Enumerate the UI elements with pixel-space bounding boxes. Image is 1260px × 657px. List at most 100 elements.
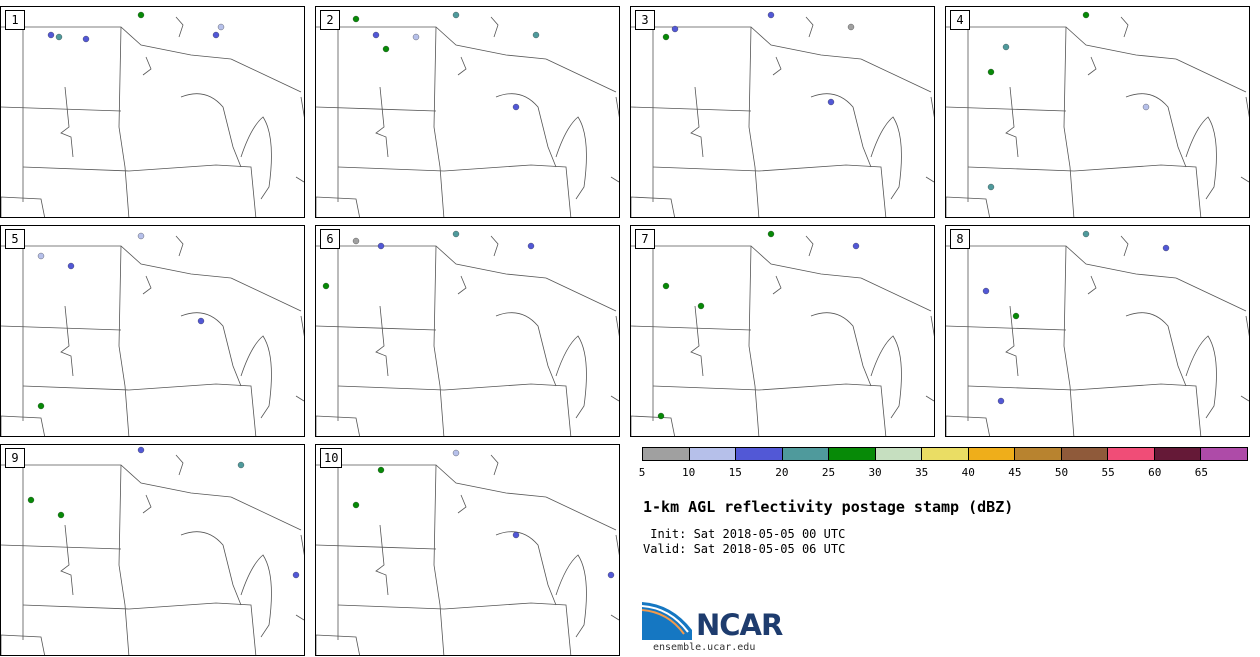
boundary-line [860, 277, 932, 312]
boundary-line [930, 96, 934, 118]
boundary-line [748, 26, 760, 217]
reflectivity-echo [767, 230, 775, 238]
colorbar-tick-label: 15 [728, 466, 742, 479]
reflectivity-echo [767, 11, 775, 19]
reflectivity-echo [997, 397, 1005, 405]
boundary-line [1120, 235, 1129, 257]
boundary-line [433, 26, 445, 217]
boundary-line [490, 16, 499, 38]
boundary-line [443, 383, 572, 436]
reflectivity-echo [217, 23, 225, 31]
boundary-line [316, 26, 547, 60]
reflectivity-echo [662, 33, 670, 41]
boundary-line [946, 106, 1067, 112]
member-number-label: 2 [320, 10, 340, 30]
colorbar-segment [736, 448, 783, 460]
boundary-line [316, 415, 361, 436]
member-panel-8: 8 [945, 225, 1250, 437]
boundary-line [375, 524, 389, 596]
colorbar-tick-label: 45 [1008, 466, 1022, 479]
boundary-line [22, 604, 130, 610]
boundary-line [1005, 305, 1019, 377]
reflectivity-echo [847, 23, 855, 31]
reflectivity-echo [37, 252, 45, 260]
reflectivity-echo [452, 449, 460, 457]
boundary-line [443, 164, 572, 217]
reflectivity-echo [852, 242, 860, 250]
boundary-line [490, 454, 499, 476]
basemap [316, 11, 619, 217]
boundary-line [295, 395, 304, 402]
reflectivity-echo [412, 33, 420, 41]
boundary-line [652, 166, 760, 172]
colorbar-tick-label: 25 [821, 466, 836, 479]
reflectivity-echo [137, 232, 145, 240]
boundary-line [337, 166, 445, 172]
colorbar-segment [968, 448, 1016, 460]
reflectivity-echo [292, 571, 300, 579]
colorbar-segment [782, 448, 830, 460]
boundary-line [295, 614, 304, 621]
boundary-line [690, 305, 704, 377]
member-number-label: 8 [950, 229, 970, 249]
member-panel-6: 6 [315, 225, 620, 437]
boundary-line [758, 164, 887, 217]
reflectivity-echo [1142, 103, 1150, 111]
reflectivity-echo [1162, 244, 1170, 252]
member-number-label: 5 [5, 229, 25, 249]
boundary-line [175, 454, 184, 476]
boundary-line [230, 496, 302, 531]
boundary-line [1063, 26, 1075, 217]
boundary-line [805, 235, 814, 257]
boundary-line [545, 277, 617, 312]
basemap [316, 449, 619, 655]
boundary-line [240, 116, 272, 200]
figure-title: 1-km AGL reflectivity postage stamp (dBZ… [643, 498, 1014, 516]
reflectivity-echo [352, 237, 360, 245]
boundary-line [925, 176, 934, 183]
boundary-line [1245, 96, 1249, 118]
boundary-line [180, 312, 242, 387]
reflectivity-echo [322, 282, 330, 290]
reflectivity-echo [1082, 11, 1090, 19]
boundary-line [1073, 164, 1202, 217]
reflectivity-echo [697, 302, 705, 310]
reflectivity-echo [452, 11, 460, 19]
boundary-line [118, 245, 130, 436]
member-number-label: 4 [950, 10, 970, 30]
boundary-line [1125, 93, 1187, 168]
boundary-line [443, 602, 572, 655]
member-number-label: 6 [320, 229, 340, 249]
boundary-line [142, 275, 152, 295]
boundary-line [1005, 86, 1019, 158]
reflectivity-echo [527, 242, 535, 250]
boundary-line [295, 176, 304, 183]
boundary-line [230, 277, 302, 312]
boundary-line [316, 196, 361, 217]
boundary-line [316, 634, 361, 655]
colorbar-segment [643, 448, 690, 460]
boundary-line [946, 26, 1177, 60]
boundary-line [180, 531, 242, 606]
boundary-line [22, 385, 130, 391]
boundary-line [457, 494, 467, 514]
member-panel-4: 4 [945, 6, 1250, 218]
boundary-line [495, 531, 557, 606]
reflectivity-echo [57, 511, 65, 519]
reflectivity-echo [82, 35, 90, 43]
basemap [1, 446, 304, 655]
boundary-line [1, 26, 232, 60]
reflectivity-echo [1012, 312, 1020, 320]
boundary-line [610, 176, 619, 183]
boundary-line [1, 245, 232, 279]
boundary-line [555, 554, 587, 638]
colorbar-tick-label: 55 [1101, 466, 1115, 479]
reflectivity-echo [1002, 43, 1010, 51]
boundary-line [433, 464, 445, 655]
basemap [631, 11, 934, 217]
reflectivity-colorbar [642, 447, 1248, 461]
boundary-line [545, 496, 617, 531]
colorbar-segment [922, 448, 969, 460]
colorbar-tick-label: 30 [868, 466, 882, 479]
boundary-line [1087, 275, 1097, 295]
